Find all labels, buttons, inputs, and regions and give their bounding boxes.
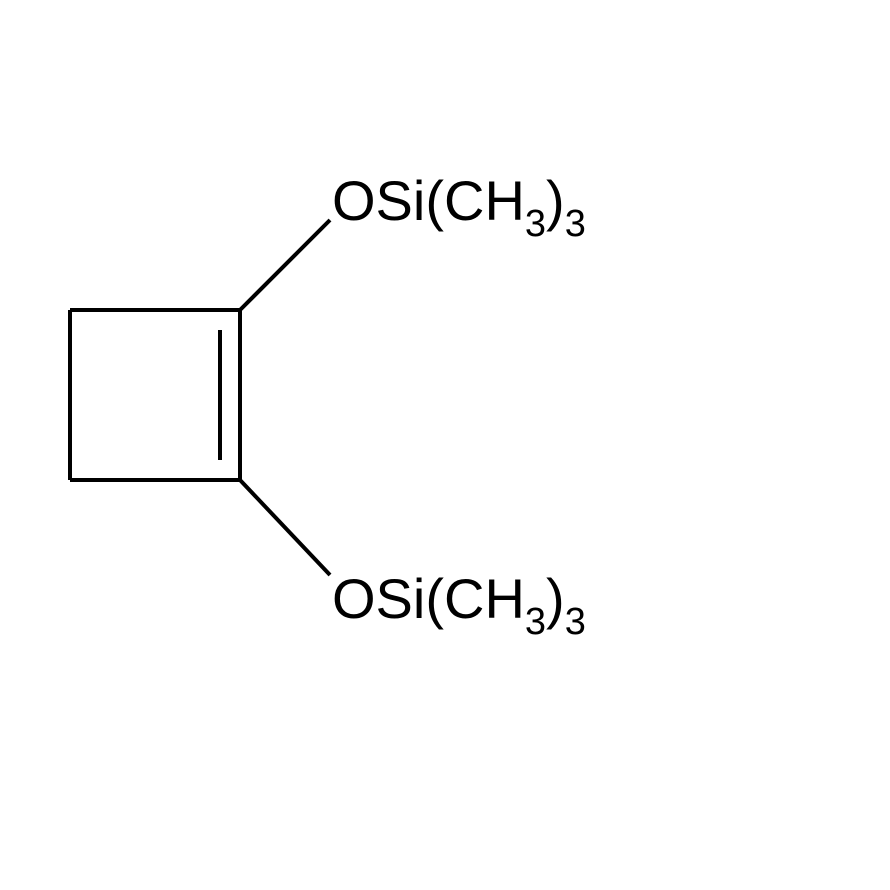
substituent-label-bottom: OSi(CH3)3 [332, 567, 586, 643]
cyclobutene-ring [70, 310, 240, 480]
substituent-label-top: OSi(CH3)3 [332, 169, 586, 245]
molecule-diagram: OSi(CH3)3 OSi(CH3)3 [0, 0, 890, 890]
bond-to-bottom-substituent [240, 480, 330, 575]
bond-to-top-substituent [240, 220, 330, 310]
